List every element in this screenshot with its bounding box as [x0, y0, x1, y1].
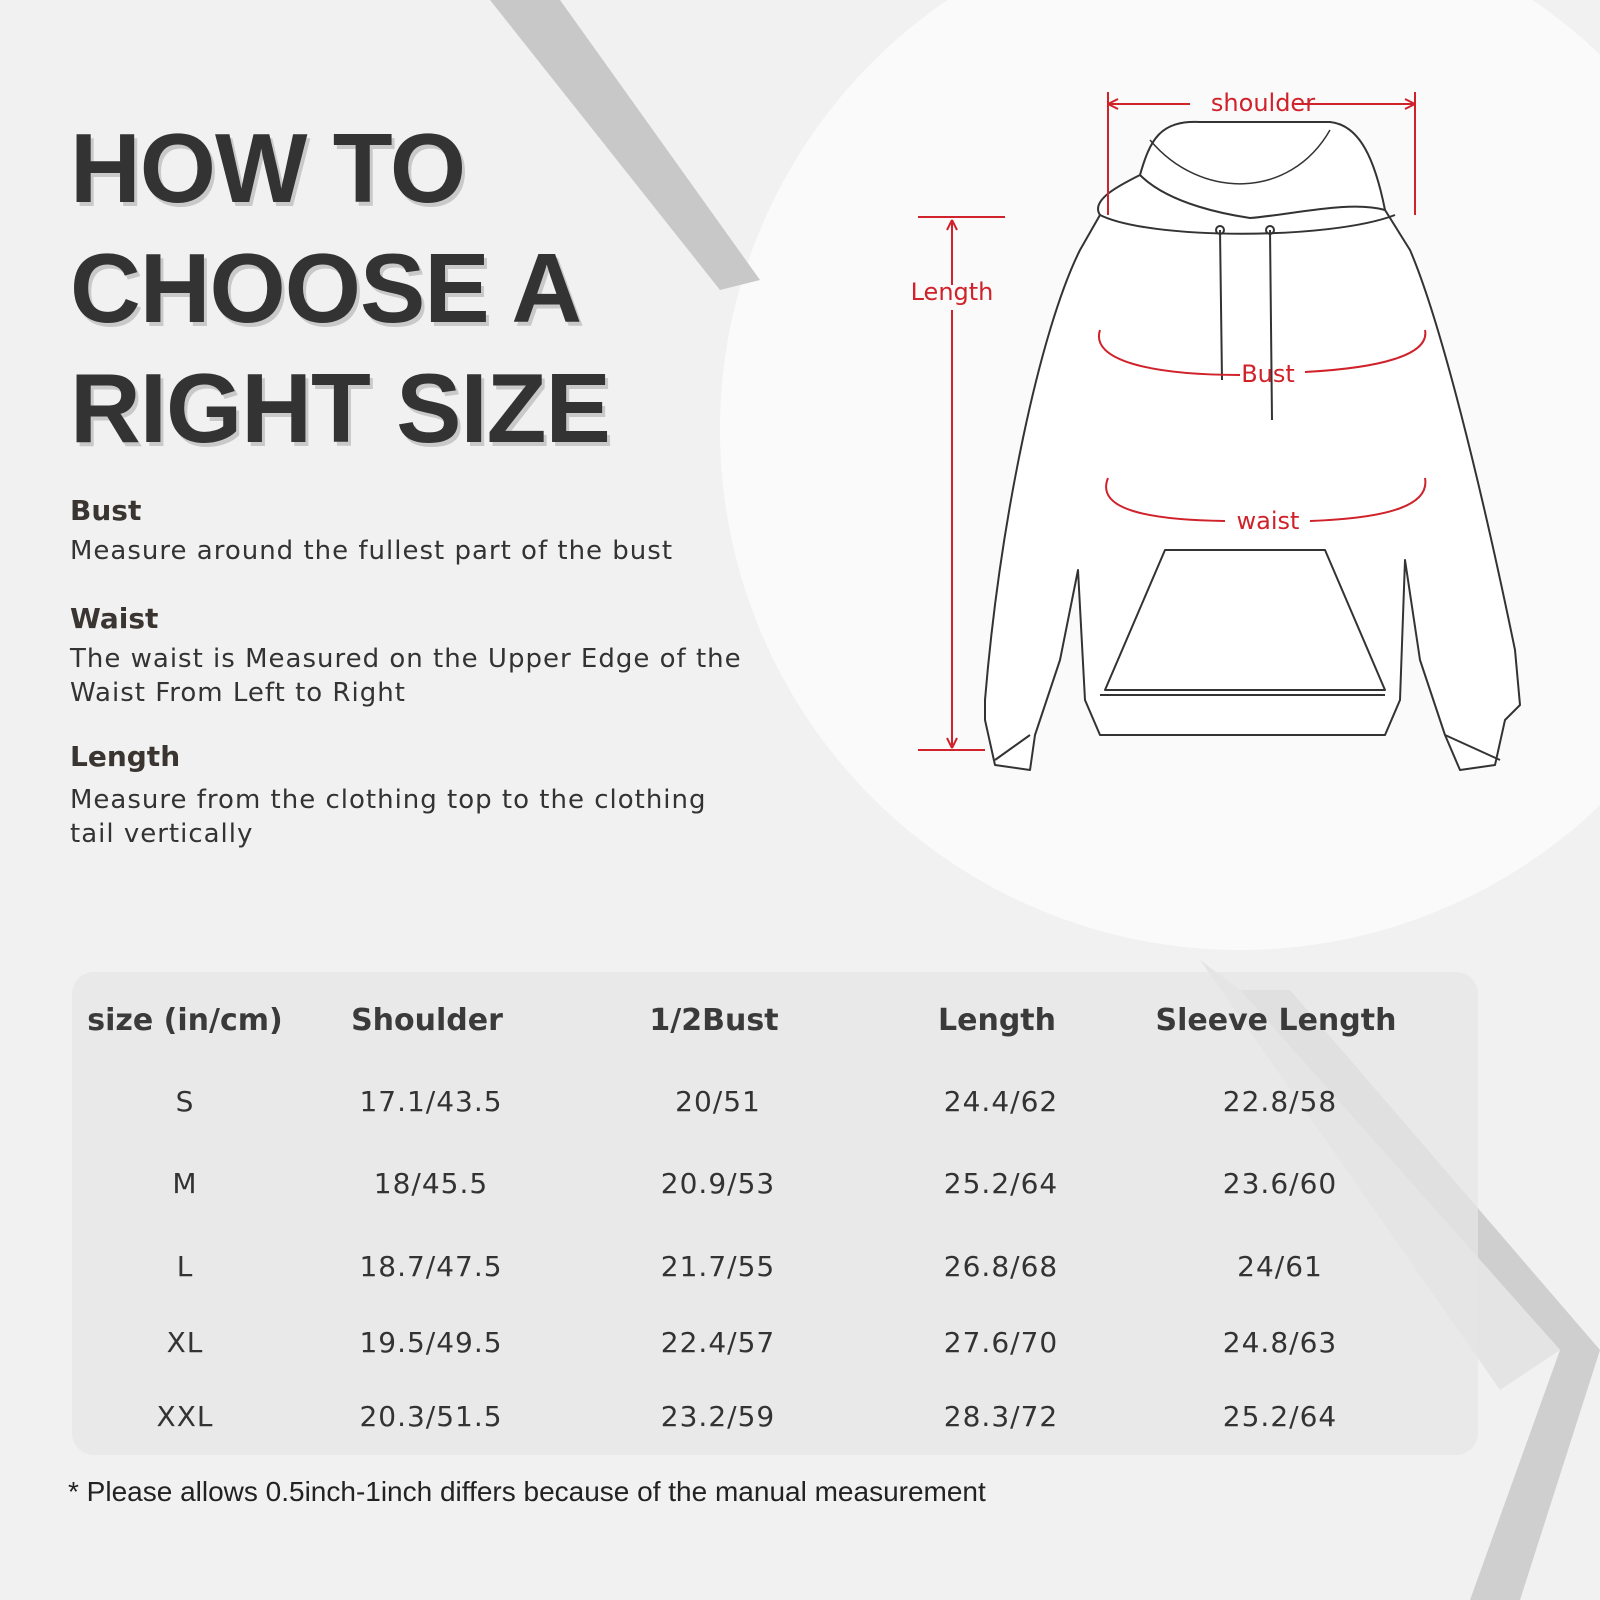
size-label: L	[176, 1250, 194, 1283]
table-cell: 24.8/63	[1222, 1326, 1338, 1359]
table-cell: 18/45.5	[373, 1167, 489, 1200]
waist-label: waist	[1237, 507, 1300, 535]
title-line: CHOOSE A	[70, 233, 582, 343]
guide-term-length: Length	[70, 740, 181, 773]
guide-term-bust: Bust	[70, 494, 142, 527]
footnote: * Please allows 0.5inch-1inch differs be…	[68, 1476, 986, 1507]
table-cell: 20.3/51.5	[359, 1400, 503, 1433]
guide-term-waist: Waist	[70, 602, 159, 635]
guide-desc-waist: The waist is Measured on the Upper Edge …	[70, 644, 742, 708]
table-cell: 22.4/57	[660, 1326, 776, 1359]
table-cell: 20/51	[675, 1085, 761, 1118]
size-label: XXL	[156, 1400, 214, 1433]
size-label: M	[172, 1167, 198, 1200]
measurement-lines	[918, 92, 1427, 751]
hoodie-diagram: shoulder Length Bust waist	[911, 89, 1521, 771]
bust-label: Bust	[1241, 360, 1295, 388]
table-header: Shoulder	[351, 1003, 503, 1038]
table-cell: 18.7/47.5	[359, 1250, 503, 1283]
table-cell: 20.9/53	[660, 1167, 776, 1200]
table-cell: 22.8/58	[1222, 1085, 1338, 1118]
table-cell: 24/61	[1237, 1250, 1323, 1283]
table-cell: 26.8/68	[943, 1250, 1059, 1283]
table-cell: 23.2/59	[660, 1400, 776, 1433]
size-table: size (in/cm) Shoulder 1/2Bust Length Sleeve …	[72, 972, 1478, 1455]
table-cell: 17.1/43.5	[359, 1085, 503, 1118]
table-cell: 19.5/49.5	[359, 1326, 503, 1359]
title-line: HOW TO	[70, 113, 466, 223]
guide-desc-bust: Measure around the fullest part of the b…	[70, 536, 674, 566]
shoulder-label: shoulder	[1211, 89, 1315, 117]
table-cell: 23.6/60	[1222, 1167, 1338, 1200]
table-header: Sleeve Length	[1155, 1003, 1397, 1038]
title-line: RIGHT SIZE	[70, 353, 611, 463]
guide-desc-length: Measure from the clothing top to the clo…	[70, 785, 707, 849]
drawstrings	[1215, 225, 1275, 421]
table-header: 1/2Bust	[649, 1003, 779, 1038]
table-cell: 27.6/70	[943, 1326, 1059, 1359]
table-header: Length	[938, 1003, 1056, 1038]
table-cell: 25.2/64	[1222, 1400, 1338, 1433]
page-title: HOW TO CHOOSE A RIGHT SIZE	[70, 108, 611, 468]
table-cell: 21.7/55	[660, 1250, 776, 1283]
length-label: Length	[911, 278, 994, 306]
size-label: XL	[166, 1326, 204, 1359]
table-cell: 28.3/72	[943, 1400, 1059, 1433]
table-cell: 25.2/64	[943, 1167, 1059, 1200]
hoodie-outline	[984, 120, 1521, 771]
size-label: S	[175, 1085, 195, 1118]
table-cell: 24.4/62	[943, 1085, 1059, 1118]
table-header: size (in/cm)	[87, 1003, 283, 1038]
